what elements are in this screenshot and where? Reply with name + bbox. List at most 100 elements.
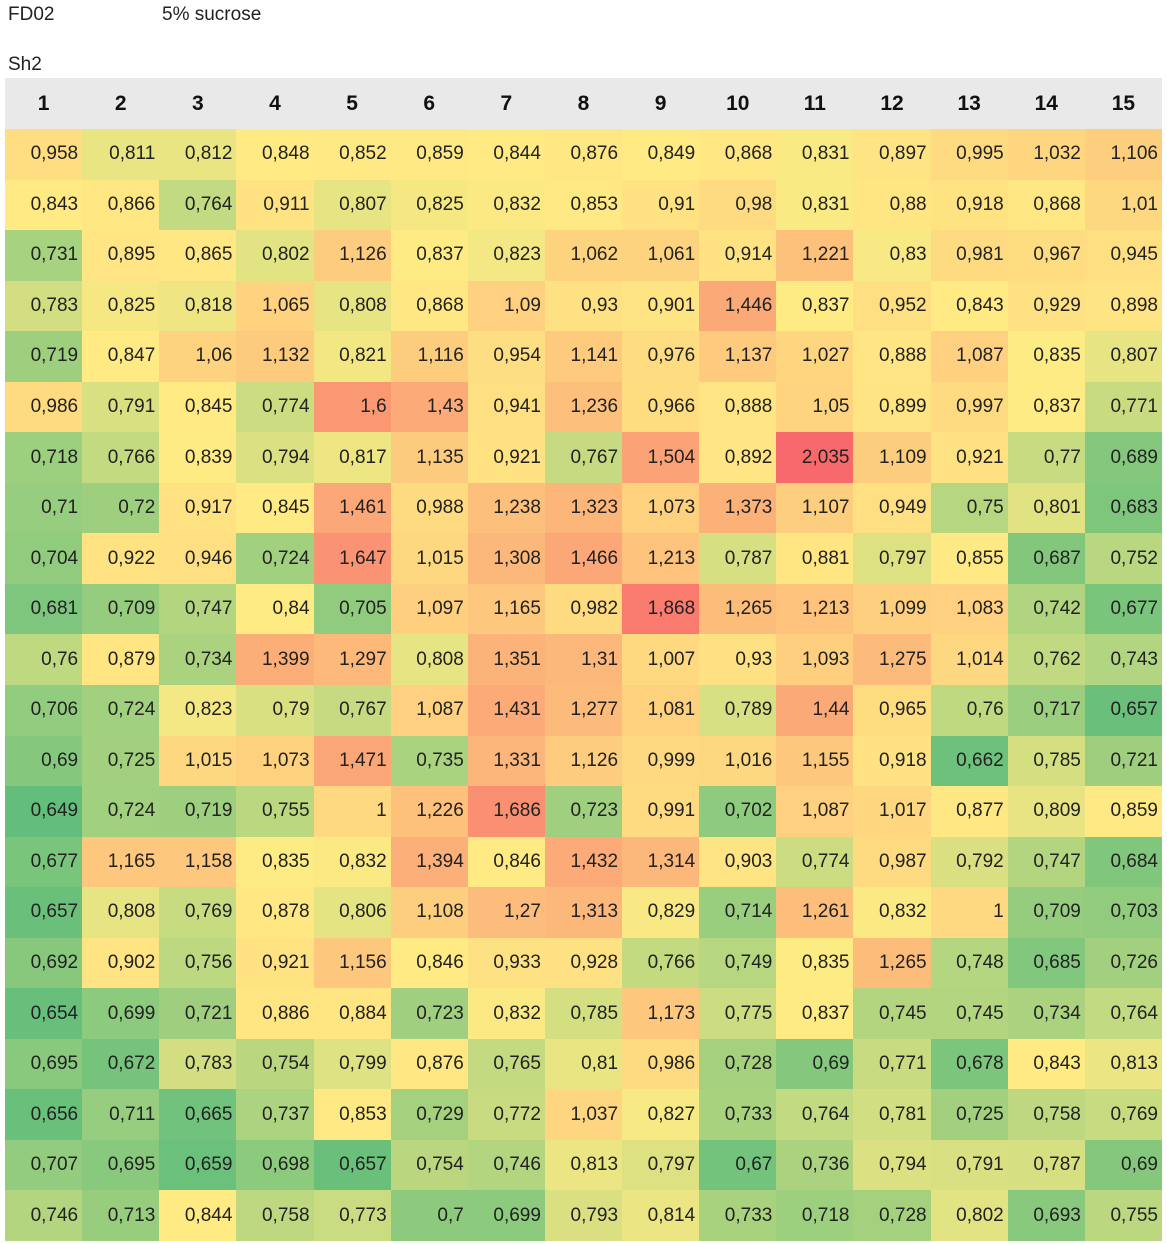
heatmap-cell: 0,952 xyxy=(853,280,931,332)
heatmap-cell: 0,717 xyxy=(1007,685,1085,736)
heatmap-cell: 0,987 xyxy=(853,836,931,888)
heatmap-cell: 0,876 xyxy=(544,129,623,180)
heatmap-cell: 0,792 xyxy=(930,836,1008,888)
heatmap-cell: 1,265 xyxy=(853,937,931,989)
heatmap-cell: 0,849 xyxy=(622,129,700,180)
heatmap-cell: 0,88 xyxy=(853,179,931,231)
heatmap-cell: 0,791 xyxy=(930,1139,1008,1191)
column-header: 10 xyxy=(699,78,777,129)
heatmap-cell: 0,719 xyxy=(159,786,237,837)
heatmap-cell: 0,767 xyxy=(544,432,623,483)
heatmap-cell: 0,728 xyxy=(853,1190,931,1241)
heatmap-cell: 0,817 xyxy=(313,432,391,483)
heatmap-cell: 0,791 xyxy=(82,381,160,433)
heatmap-cell: 0,868 xyxy=(699,129,777,180)
heatmap-cell: 0,821 xyxy=(313,331,391,382)
heatmap-cell: 1,116 xyxy=(390,331,468,382)
heatmap-cell: 0,794 xyxy=(853,1139,931,1191)
heatmap-cell: 0,747 xyxy=(159,583,237,635)
heatmap-cell: 0,81 xyxy=(544,1038,623,1090)
heatmap-cell: 0,966 xyxy=(622,381,700,433)
heatmap-cell: 0,766 xyxy=(622,937,700,989)
heatmap-cell: 0,77 xyxy=(1007,432,1085,483)
heatmap-cell: 1,093 xyxy=(776,634,854,685)
heatmap-cell: 1,221 xyxy=(776,230,854,281)
heatmap-cell: 1,062 xyxy=(544,230,623,281)
heatmap-cell: 0,733 xyxy=(699,1190,777,1241)
heatmap-cell: 0,681 xyxy=(5,583,83,635)
heatmap-cell: 0,769 xyxy=(159,887,237,938)
heatmap-cell: 1,155 xyxy=(776,735,854,787)
heatmap-cell: 0,771 xyxy=(1084,381,1162,433)
heatmap-cell: 1,015 xyxy=(390,533,468,584)
heatmap-cell: 1,466 xyxy=(544,533,623,584)
heatmap-cell: 0,933 xyxy=(467,937,545,989)
heatmap-cell: 0,783 xyxy=(5,280,83,332)
heatmap-cell: 1,31 xyxy=(544,634,623,685)
heatmap-cell: 0,813 xyxy=(1084,1038,1162,1090)
heatmap-cell: 1,165 xyxy=(82,836,160,888)
heatmap-cell: 0,721 xyxy=(1084,735,1162,787)
heatmap-cell: 0,76 xyxy=(5,634,83,685)
heatmap-cell: 0,728 xyxy=(699,1038,777,1090)
heatmap-cell: 0,84 xyxy=(236,583,314,635)
heatmap-cell: 0,884 xyxy=(313,988,391,1039)
heatmap-cell: 0,746 xyxy=(5,1190,83,1241)
heatmap-cell: 0,866 xyxy=(82,179,160,231)
heatmap-cell: 1,6 xyxy=(313,381,391,433)
column-header: 14 xyxy=(1007,78,1085,129)
heatmap-cell: 1,173 xyxy=(622,988,700,1039)
heatmap-cell: 0,767 xyxy=(313,685,391,736)
heatmap-cell: 1,44 xyxy=(776,685,854,736)
heatmap-cell: 0,764 xyxy=(1084,988,1162,1039)
heatmap-cell: 0,67 xyxy=(699,1139,777,1191)
heatmap-cell: 0,837 xyxy=(776,280,854,332)
heatmap-cell: 0,685 xyxy=(1007,937,1085,989)
heatmap-cell: 0,677 xyxy=(5,836,83,888)
heatmap-cell: 0,903 xyxy=(699,836,777,888)
heatmap-cell: 0,781 xyxy=(853,1089,931,1140)
heatmap-cell: 1,868 xyxy=(622,583,700,635)
heatmap-cell: 0,718 xyxy=(5,432,83,483)
heatmap-cell: 1,087 xyxy=(390,685,468,736)
heatmap-cell: 0,832 xyxy=(467,179,545,231)
heatmap-cell: 1,27 xyxy=(467,887,545,938)
heatmap-cell: 0,649 xyxy=(5,786,83,837)
heatmap-cell: 0,736 xyxy=(776,1139,854,1191)
heatmap-cell: 0,787 xyxy=(699,533,777,584)
heatmap-cell: 0,807 xyxy=(313,179,391,231)
heatmap-cell: 1,265 xyxy=(699,583,777,635)
heatmap-cell: 0,687 xyxy=(1007,533,1085,584)
heatmap-cell: 0,71 xyxy=(5,482,83,534)
heatmap-cell: 0,878 xyxy=(236,887,314,938)
heatmap-cell: 0,83 xyxy=(853,230,931,281)
plate-label: FD02 xyxy=(8,4,55,25)
heatmap-cell: 0,845 xyxy=(159,381,237,433)
heatmap-cell: 0,965 xyxy=(853,685,931,736)
heatmap-cell: 0,902 xyxy=(82,937,160,989)
heatmap-cell: 1,331 xyxy=(467,735,545,787)
heatmap-cell: 0,832 xyxy=(313,836,391,888)
heatmap-cell: 0,848 xyxy=(236,129,314,180)
heatmap-cell: 0,743 xyxy=(1084,634,1162,685)
heatmap-cell: 0,807 xyxy=(1084,331,1162,382)
column-header: 7 xyxy=(467,78,545,129)
heatmap-cell: 0,758 xyxy=(236,1190,314,1241)
heatmap-cell: 0,844 xyxy=(159,1190,237,1241)
heatmap-cell: 0,831 xyxy=(776,179,854,231)
heatmap-cell: 0,703 xyxy=(1084,887,1162,938)
heatmap-cell: 0,853 xyxy=(313,1089,391,1140)
heatmap-cell: 0,654 xyxy=(5,988,83,1039)
heatmap-cell: 0,75 xyxy=(930,482,1008,534)
column-header: 1 xyxy=(5,78,83,129)
heatmap-cell: 0,689 xyxy=(1084,432,1162,483)
heatmap-cell: 0,991 xyxy=(622,786,700,837)
heatmap-cell: 0,755 xyxy=(236,786,314,837)
heatmap-cell: 0,839 xyxy=(159,432,237,483)
heatmap-cell: 0,865 xyxy=(159,230,237,281)
heatmap-cell: 0,775 xyxy=(699,988,777,1039)
heatmap-cell: 1,108 xyxy=(390,887,468,938)
heatmap-cell: 0,789 xyxy=(699,685,777,736)
heatmap-cell: 0,677 xyxy=(1084,583,1162,635)
heatmap-cell: 0,665 xyxy=(159,1089,237,1140)
